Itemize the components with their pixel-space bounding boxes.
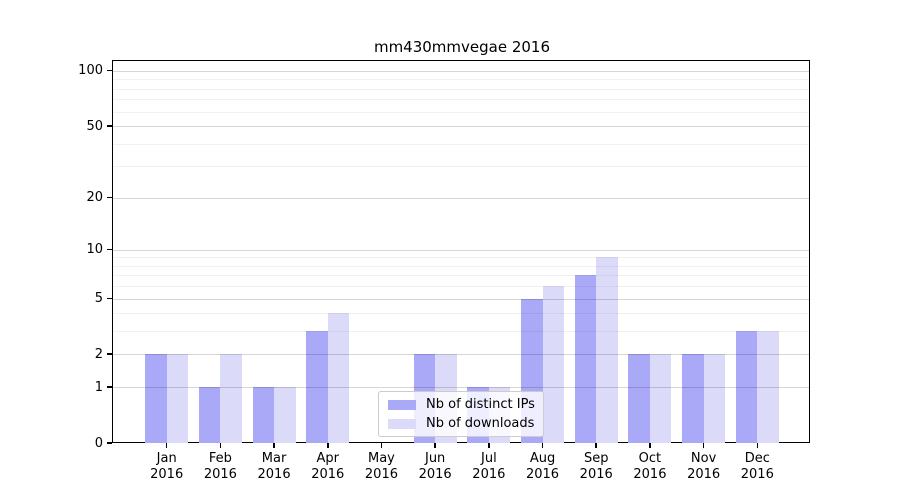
bar	[198, 387, 221, 443]
plot-inner	[113, 61, 809, 443]
x-tick-mark	[380, 443, 383, 448]
gridline-major	[113, 197, 809, 199]
y-tick-label: 5	[94, 291, 103, 307]
x-tick-mark	[541, 443, 544, 448]
gridline-minor	[113, 275, 809, 277]
legend-item-distinct-ips: Nb of distinct IPs	[388, 396, 535, 412]
y-tick-label: 20	[86, 190, 103, 206]
bar	[682, 354, 704, 443]
bar	[596, 257, 618, 443]
bar	[649, 354, 672, 443]
x-tick-mark	[165, 443, 168, 448]
x-tick-mark	[488, 443, 490, 448]
x-tick-mark	[219, 443, 222, 448]
y-tick-label: 2	[94, 346, 103, 362]
y-tick-mark	[107, 297, 112, 300]
bar	[757, 331, 779, 443]
bar	[252, 387, 275, 443]
x-tick-label: Sep 2016	[579, 451, 613, 482]
gridline-major	[113, 70, 809, 72]
legend-swatch-downloads	[388, 418, 416, 429]
x-tick-mark	[273, 443, 275, 448]
x-tick-mark	[595, 443, 597, 448]
gridline-major	[113, 354, 809, 356]
x-tick-label: Jan 2016	[150, 451, 184, 482]
y-tick-mark	[107, 248, 112, 251]
gridline-minor	[113, 286, 809, 288]
bar	[542, 286, 565, 443]
x-tick-label: Jun 2016	[418, 451, 452, 482]
gridline-minor	[113, 79, 809, 81]
chart-title: mm430mmvegae 2016	[373, 38, 551, 56]
gridline-major	[113, 298, 809, 300]
x-tick-label: May 2016	[364, 451, 398, 482]
gridline-minor	[113, 143, 809, 145]
y-tick-mark	[107, 125, 112, 127]
gridline-minor	[113, 257, 809, 259]
x-tick-label: Nov 2016	[687, 451, 721, 482]
gridline-minor	[113, 166, 809, 168]
y-tick-mark	[107, 69, 112, 72]
x-tick-mark	[327, 443, 329, 448]
gridline-minor	[113, 313, 809, 315]
legend: Nb of distinct IPs Nb of downloads	[378, 391, 544, 437]
gridline-minor	[113, 111, 809, 113]
gridline-major	[113, 126, 809, 128]
y-tick-mark	[107, 196, 112, 199]
y-tick-mark	[107, 353, 112, 355]
x-tick-label: Oct 2016	[633, 451, 667, 482]
bar	[306, 331, 328, 443]
gridline-major	[113, 387, 809, 389]
x-tick-mark	[649, 443, 651, 448]
x-tick-mark	[756, 443, 759, 448]
x-tick-label: Mar 2016	[257, 451, 291, 482]
x-tick-label: Apr 2016	[311, 451, 345, 482]
gridline-major	[113, 249, 809, 251]
gridline-minor	[113, 265, 809, 267]
bar	[703, 354, 726, 443]
bar	[274, 387, 296, 443]
y-tick-label: 50	[86, 118, 103, 134]
legend-label-downloads: Nb of downloads	[426, 415, 535, 431]
x-tick-label: Dec 2016	[740, 451, 774, 482]
y-tick-mark	[107, 386, 112, 388]
x-tick-mark	[702, 443, 705, 448]
x-tick-label: Jul 2016	[472, 451, 506, 482]
bar	[327, 313, 350, 443]
x-tick-label: Aug 2016	[525, 451, 560, 482]
y-tick-mark	[107, 442, 112, 444]
gridline-minor	[113, 99, 809, 101]
y-tick-label: 100	[78, 63, 103, 79]
y-tick-label: 10	[86, 242, 103, 258]
bar	[145, 354, 167, 443]
gridline-minor	[113, 331, 809, 333]
gridline-minor	[113, 88, 809, 90]
bar	[166, 354, 189, 443]
bar	[628, 354, 650, 443]
x-tick-label: Feb 2016	[203, 451, 237, 482]
legend-swatch-distinct-ips	[388, 399, 416, 410]
bar	[574, 275, 597, 443]
y-tick-label: 0	[94, 435, 103, 451]
bar	[735, 331, 758, 443]
legend-label-distinct-ips: Nb of distinct IPs	[426, 396, 535, 412]
bar	[220, 354, 242, 443]
legend-item-downloads: Nb of downloads	[388, 415, 535, 431]
x-tick-mark	[434, 443, 436, 448]
plot-area	[112, 60, 810, 443]
y-tick-label: 1	[94, 379, 103, 395]
